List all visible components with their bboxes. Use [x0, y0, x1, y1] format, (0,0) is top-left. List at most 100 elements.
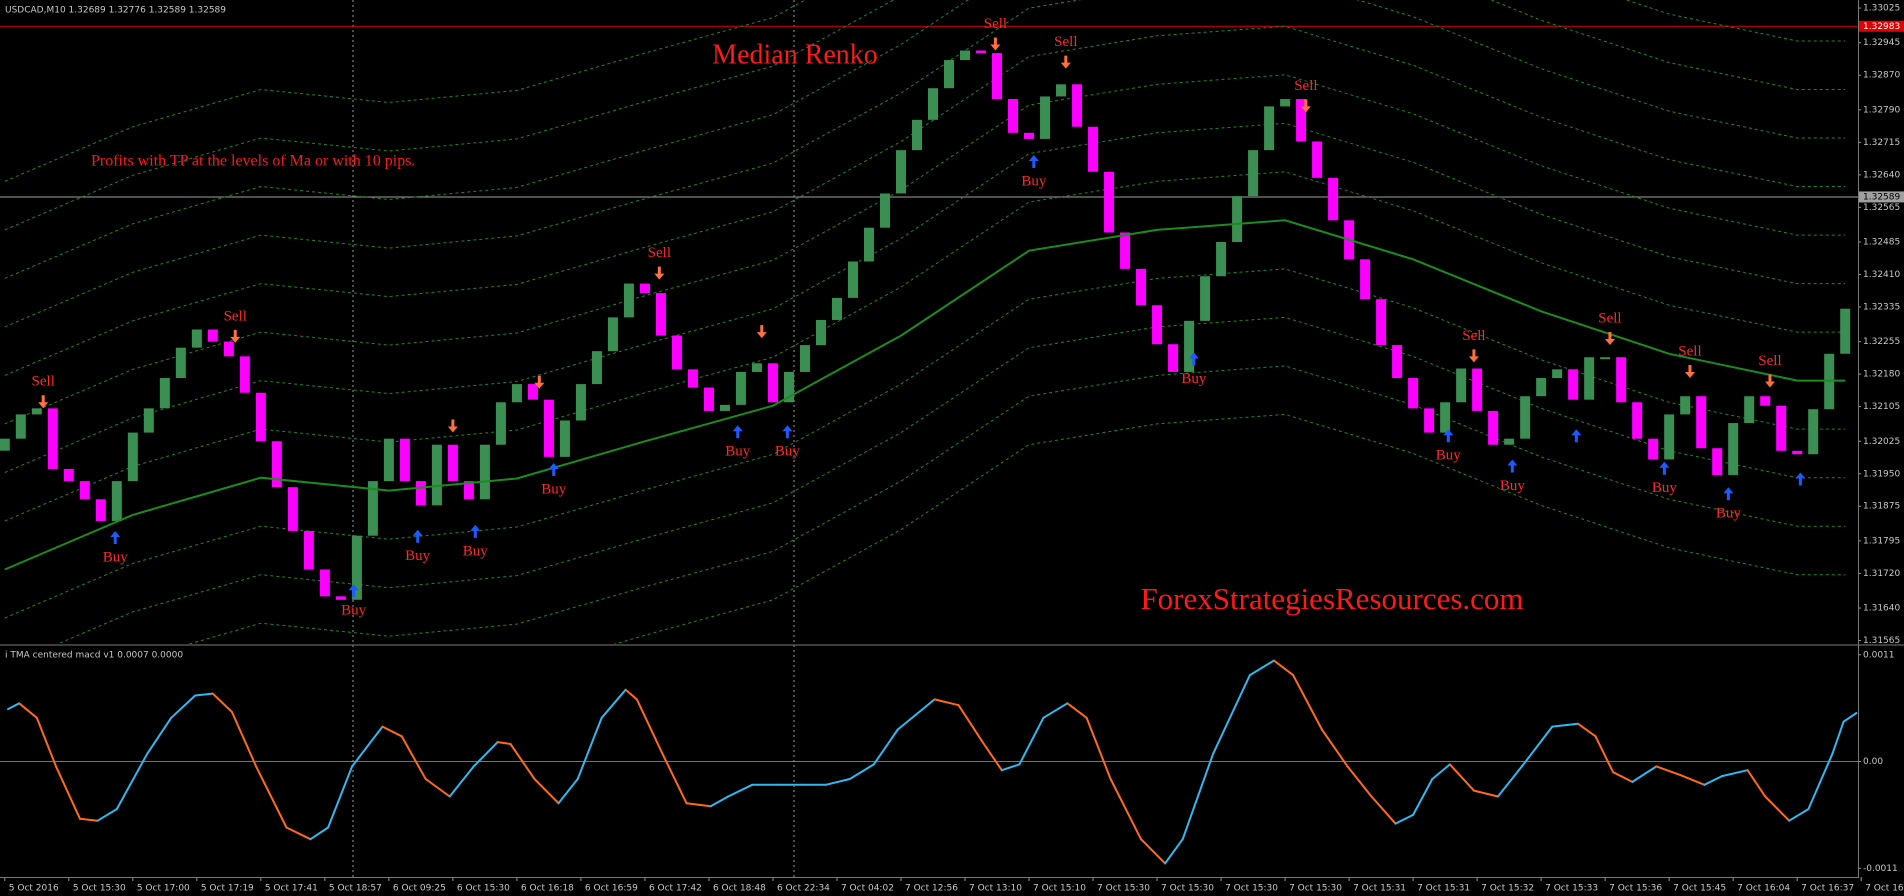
y-tick-label: 1.31875	[1863, 502, 1900, 512]
renko-brick	[944, 60, 955, 89]
signal-label: Buy	[775, 444, 801, 460]
buy-arrow	[782, 425, 793, 439]
indicator-segment	[351, 725, 384, 768]
price-tag	[1859, 20, 1904, 32]
renko-brick	[1776, 405, 1787, 451]
indicator-segment	[1370, 795, 1397, 825]
y2-tick-label: 0.00	[1863, 757, 1883, 767]
indicator-segment	[18, 702, 38, 719]
indicator-segment	[496, 741, 512, 745]
x-tick-label: 7 Oct 04:02	[841, 884, 894, 894]
indicator-segment	[727, 783, 754, 798]
indicator-segment	[170, 694, 197, 719]
y-tick-label: 1.32180	[1863, 370, 1900, 380]
renko-brick	[1456, 368, 1467, 403]
renko-brick	[1536, 378, 1547, 397]
x-tick-label: 7 Oct 15:30	[1225, 884, 1278, 894]
x-tick-label: 7 Oct 15:30	[1097, 884, 1150, 894]
sell-arrow	[1468, 349, 1479, 363]
renko-brick	[1200, 276, 1211, 321]
buy-arrow	[412, 529, 423, 543]
renko-brick	[0, 438, 10, 451]
x-tick-label: 7 Oct 16:58	[1865, 884, 1904, 894]
indicator-segment	[448, 765, 475, 798]
x-tick-label: 7 Oct 15:10	[1033, 884, 1086, 894]
renko-brick	[831, 297, 842, 320]
signal-label: Buy	[1716, 506, 1742, 522]
renko-brick	[1168, 344, 1179, 372]
x-tick-label: 6 Oct 15:30	[457, 884, 510, 894]
indicator-segment	[1679, 774, 1706, 786]
band-line	[4, 171, 1846, 522]
indicator-segment	[576, 716, 603, 780]
x-tick-label: 7 Oct 15:31	[1353, 884, 1406, 894]
indicator-segment	[1000, 763, 1021, 772]
indicator-segment	[1448, 763, 1475, 792]
indicator-segment	[1164, 838, 1184, 865]
renko-brick	[1280, 99, 1291, 107]
signal-label: Buy	[1500, 478, 1526, 494]
x-tick-label: 6 Oct 16:18	[521, 884, 574, 894]
indicator-segment	[285, 826, 312, 841]
sell-arrow	[534, 375, 545, 389]
renko-brick	[1072, 84, 1083, 127]
renko-brick	[319, 569, 330, 597]
renko-brick	[591, 351, 602, 385]
buy-arrow	[348, 584, 359, 598]
signal-label: Sell	[1294, 78, 1317, 94]
signal-label: Sell	[1758, 353, 1781, 369]
indicator-segment	[211, 692, 233, 713]
x-tick-label: 6 Oct 16:59	[585, 884, 638, 894]
y2-tick-label: -0.0011	[1863, 864, 1898, 874]
renko-brick	[239, 356, 250, 393]
renko-brick	[607, 317, 618, 352]
renko-brick	[767, 363, 778, 403]
band-line	[4, 0, 807, 182]
indicator-segment	[255, 765, 288, 829]
renko-brick	[1312, 141, 1323, 178]
renko-brick	[287, 487, 298, 531]
renko-brick	[783, 371, 794, 403]
indicator-segment	[635, 698, 664, 755]
indicator-segment	[981, 741, 1003, 772]
renko-brick	[1264, 106, 1275, 151]
signal-label: Sell	[1678, 343, 1701, 359]
indicator-segment	[327, 765, 354, 829]
renko-brick	[255, 392, 266, 442]
buy-arrow	[1507, 459, 1518, 473]
indicator-segment	[1431, 763, 1451, 780]
renko-brick	[207, 329, 218, 342]
y-tick-label: 1.32790	[1863, 105, 1900, 115]
renko-brick	[1616, 357, 1627, 403]
renko-brick	[1136, 268, 1147, 306]
indicator-segment	[1807, 752, 1834, 811]
sell-arrow	[990, 37, 1001, 51]
buy-arrow	[732, 425, 743, 439]
x-tick-label: 5 Oct 17:41	[265, 884, 318, 894]
indicator-segment	[146, 716, 173, 755]
indicator-plot	[0, 659, 1858, 865]
indicator-segment	[1746, 769, 1767, 798]
indicator-segment	[824, 778, 851, 786]
renko-brick	[1712, 448, 1723, 476]
renko-brick	[1360, 259, 1371, 300]
x-tick-label: 7 Oct 15:30	[1289, 884, 1342, 894]
renko-brick	[223, 341, 234, 357]
indicator-segment	[896, 698, 936, 731]
y-tick-label: 1.31565	[1863, 636, 1900, 646]
renko-brick	[1040, 96, 1051, 139]
y-tick-label: 1.32410	[1863, 270, 1900, 280]
x-tick-label: 7 Oct 15:30	[1161, 884, 1214, 894]
renko-brick	[1008, 99, 1019, 133]
renko-brick	[143, 408, 154, 433]
signal-label: Buy	[103, 549, 129, 565]
signal-label: Sell	[1598, 310, 1621, 326]
buy-arrow	[1571, 429, 1582, 443]
symbol-info: USDCAD,M10 1.32689 1.32776 1.32589 1.325…	[5, 6, 226, 16]
indicator-segment	[1576, 722, 1597, 738]
renko-brick	[111, 481, 122, 521]
indicator-segment	[1272, 659, 1295, 677]
indicator-segment	[1612, 771, 1634, 783]
indicator-segment	[1066, 702, 1088, 719]
signal-label: Sell	[1462, 328, 1485, 344]
